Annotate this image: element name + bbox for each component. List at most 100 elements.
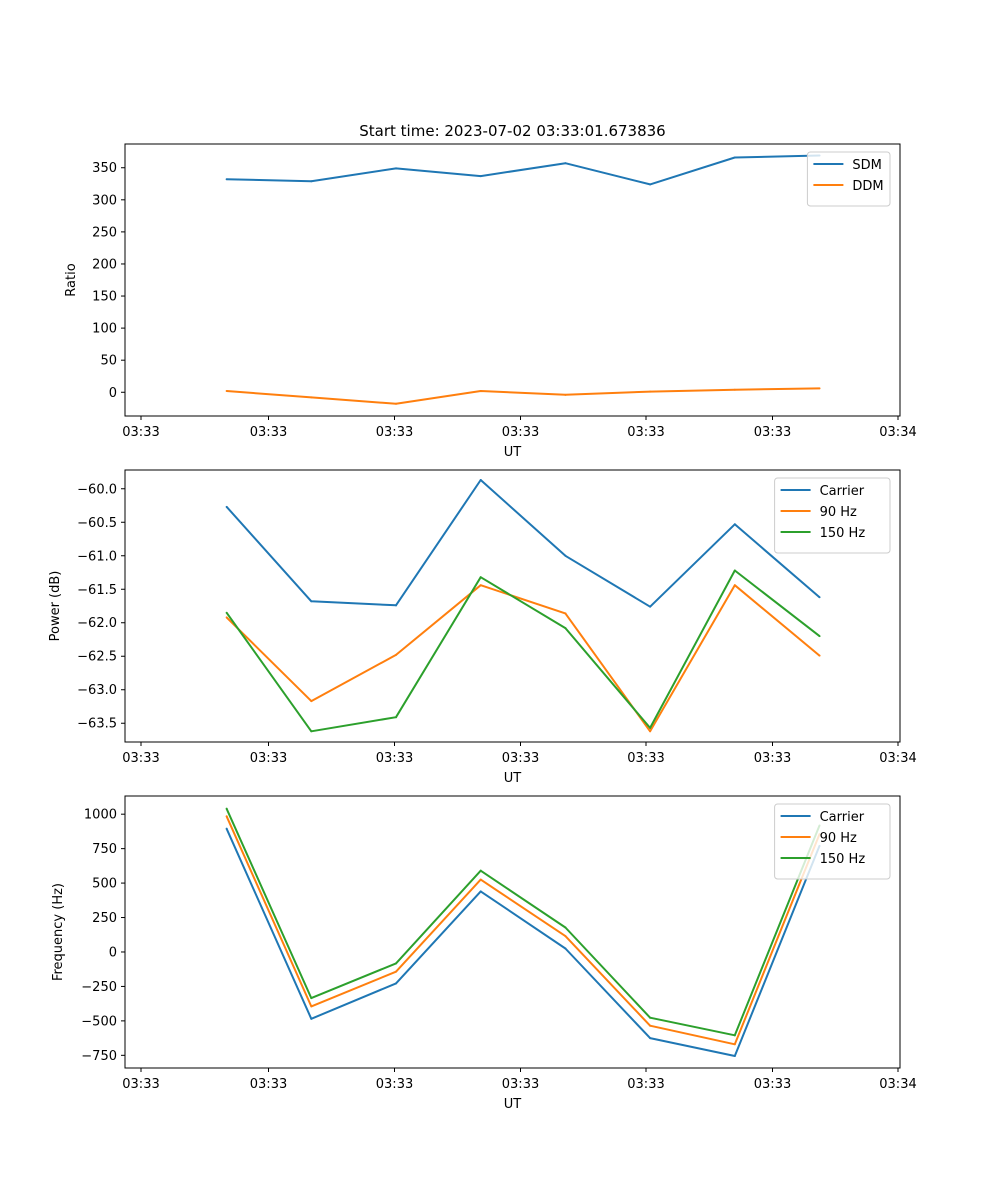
data-point [733, 1034, 736, 1037]
y-tick-label: −62.5 [77, 650, 117, 665]
legend: Carrier 90 Hz 150 Hz [774, 477, 891, 554]
data-point [310, 396, 313, 399]
data-point [225, 505, 228, 508]
y-axis-label: Power (dB) [48, 571, 63, 642]
data-point [395, 716, 398, 719]
y-tick-label: 500 [92, 877, 117, 892]
y-tick-label: 100 [92, 322, 117, 337]
data-point [479, 869, 482, 872]
data-point [564, 935, 567, 938]
plot-frame [124, 795, 901, 1069]
series-line-150-hz [225, 569, 821, 733]
data-point [564, 554, 567, 557]
y-tick-label: −250 [81, 980, 117, 995]
x-tick-label: 03:33 [754, 751, 791, 766]
data-point [733, 584, 736, 587]
data-point [225, 178, 228, 181]
data-point [479, 890, 482, 893]
data-point [733, 1043, 736, 1046]
data-point [395, 167, 398, 170]
data-point [479, 479, 482, 482]
x-tick-label: 03:33 [376, 1077, 413, 1092]
data-point [395, 653, 398, 656]
data-point [733, 569, 736, 572]
data-point [479, 389, 482, 392]
data-point [564, 393, 567, 396]
legend: SDM DDM [806, 151, 891, 207]
data-point [649, 390, 652, 393]
x-tick-label: 03:33 [627, 751, 664, 766]
x-axis-label: UT [504, 1097, 522, 1112]
data-point [733, 1055, 736, 1058]
series-line-ddm [226, 387, 820, 405]
data-point [225, 827, 228, 830]
y-tick-label: −63.0 [77, 683, 117, 698]
data-point [649, 726, 652, 729]
x-tick-label: 03:33 [754, 425, 791, 440]
y-tick-label: 0 [109, 945, 117, 960]
y-axis-label: Ratio [64, 263, 79, 296]
x-tick-label: 03:33 [250, 425, 287, 440]
data-point [479, 576, 482, 579]
data-point [225, 815, 228, 818]
data-point [395, 402, 398, 405]
data-point [649, 605, 652, 608]
data-point [649, 730, 652, 733]
ratio-panel: 0 50 100 150 200 250 300 350 03:33 03:33 03:33 03:3… [64, 143, 917, 460]
y-tick-label: 1000 [84, 808, 117, 823]
x-tick-label: 03:33 [376, 425, 413, 440]
x-tick-label: 03:33 [502, 1077, 539, 1092]
data-point [733, 523, 736, 526]
data-point [818, 596, 821, 599]
y-tick-label: 300 [92, 193, 117, 208]
data-point [649, 1016, 652, 1019]
y-tick-label: −60.5 [77, 516, 117, 531]
series-line-150-hz [225, 808, 821, 1037]
data-point [564, 612, 567, 615]
data-point [564, 162, 567, 165]
y-tick-label: −63.5 [77, 717, 117, 732]
y-axis-label: Frequency (Hz) [51, 883, 66, 981]
data-point [818, 635, 821, 638]
y-tick-label: −60.0 [77, 482, 117, 497]
data-point [564, 627, 567, 630]
y-tick-label: −500 [81, 1014, 117, 1029]
series-line-90-hz [225, 815, 821, 1046]
data-point [564, 926, 567, 929]
data-point [225, 616, 228, 619]
legend-label: 90 Hz [820, 505, 857, 520]
legend: Carrier 90 Hz 150 Hz [774, 803, 891, 880]
power-panel: −63.5 −63.0 −62.5 −62.0 −61.5 −61.0 −60.5 −60.0… [48, 469, 917, 786]
y-tick-label: 750 [92, 842, 117, 857]
x-tick-label: 03:34 [879, 751, 916, 766]
x-tick-label: 03:33 [250, 751, 287, 766]
y-tick-label: −750 [81, 1049, 117, 1064]
y-tick-label: 50 [100, 354, 117, 369]
x-tick-label: 03:33 [627, 1077, 664, 1092]
y-tick-label: 150 [92, 290, 117, 305]
series-line-90-hz [225, 584, 821, 733]
data-point [225, 807, 228, 810]
x-tick-label: 03:33 [122, 425, 159, 440]
data-point [395, 982, 398, 985]
data-point [564, 947, 567, 950]
x-tick-label: 03:33 [754, 1077, 791, 1092]
data-point [310, 180, 313, 183]
legend-label: 150 Hz [820, 526, 866, 541]
data-point [733, 156, 736, 159]
legend-box [774, 803, 891, 880]
data-point [225, 389, 228, 392]
plot-frame [124, 469, 901, 743]
data-point [818, 387, 821, 390]
legend-label: 90 Hz [820, 831, 857, 846]
legend-box [774, 477, 891, 554]
x-tick-label: 03:33 [122, 751, 159, 766]
x-tick-label: 03:34 [879, 1077, 916, 1092]
data-point [479, 584, 482, 587]
data-point [310, 730, 313, 733]
figure-title: Start time: 2023-07-02 03:33:01.673836 [359, 122, 665, 140]
data-point [395, 962, 398, 965]
x-tick-label: 03:34 [879, 425, 916, 440]
data-point [310, 1005, 313, 1008]
y-tick-label: −62.0 [77, 616, 117, 631]
